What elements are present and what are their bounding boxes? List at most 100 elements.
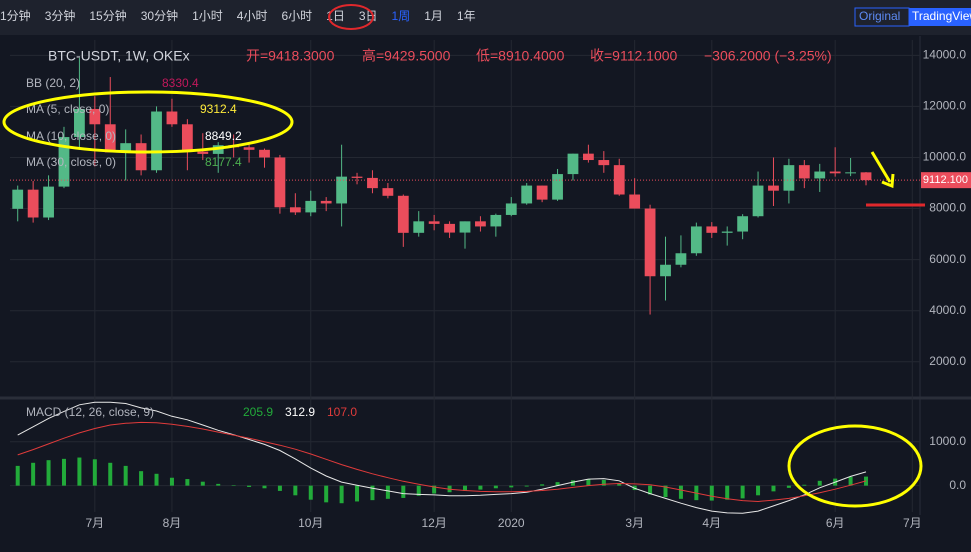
- plot: 2000.0 4000.0 6000.0 8000.0 10000.0 12000.0 14…: [10, 40, 971, 530]
- candle-body: [444, 223, 455, 233]
- histogram-bar: [524, 485, 529, 487]
- candle-body: [860, 172, 872, 181]
- macd-title: MACD (12, 26, close, 9): [26, 405, 154, 419]
- histogram-bar: [678, 485, 683, 499]
- indicator-name: MA (10, close, 0): [26, 129, 116, 143]
- candle-body: [490, 214, 502, 227]
- candle-body: [74, 108, 85, 138]
- open: 开=9418.3000: [246, 48, 335, 64]
- candle-body: [367, 177, 378, 189]
- candle-body: [660, 264, 671, 277]
- interval-button[interactable]: 6小时: [281, 9, 312, 23]
- interval-button[interactable]: 1年: [457, 9, 476, 23]
- candle-body: [259, 149, 270, 158]
- indicator-line: [17, 421, 867, 503]
- candle-body: [397, 195, 409, 233]
- interval-button[interactable]: 3分钟: [45, 8, 76, 23]
- candle-body: [829, 171, 841, 174]
- histogram-bar: [509, 485, 514, 488]
- y-tick-label: 2000.0: [929, 354, 966, 368]
- histogram-bar: [339, 485, 344, 504]
- histogram-bar: [293, 485, 298, 496]
- indicator-value: 9312.4: [200, 102, 237, 116]
- histogram-bar: [61, 458, 66, 486]
- histogram-bar: [247, 485, 252, 487]
- histogram-bar: [262, 485, 267, 489]
- histogram-bar: [385, 485, 390, 499]
- toolbar: [0, 0, 971, 35]
- indicator-name: BB (20, 2): [26, 76, 80, 90]
- histogram-bar: [493, 485, 498, 489]
- histogram-bar: [586, 479, 591, 486]
- tradingview-label[interactable]: TradingView: [912, 9, 971, 23]
- histogram-bar: [848, 476, 853, 486]
- histogram-bar: [570, 480, 575, 486]
- histogram-bar: [725, 485, 730, 500]
- candle-body: [783, 165, 795, 191]
- candle-body: [475, 221, 486, 227]
- x-tick-label: 10月: [298, 516, 323, 530]
- interval-button[interactable]: 15分钟: [89, 8, 126, 23]
- histogram-bar: [478, 485, 483, 490]
- interval-button[interactable]: 1小时: [192, 9, 223, 23]
- indicator-value: 8177.4: [205, 155, 242, 169]
- interval-button[interactable]: 1周: [392, 9, 411, 23]
- y-tick-label: 6000.0: [929, 252, 966, 266]
- tradingview-button[interactable]: [909, 8, 971, 26]
- histogram-bar: [617, 483, 622, 486]
- histogram-bar: [46, 460, 51, 486]
- interval-button[interactable]: 3日: [359, 9, 378, 23]
- original-label[interactable]: Original: [859, 9, 900, 23]
- histogram-bar: [771, 485, 776, 492]
- candle-body: [567, 153, 579, 175]
- histogram-bar: [139, 471, 144, 486]
- histogram-bar: [756, 485, 761, 496]
- histogram-bar: [370, 485, 375, 501]
- histogram-bar: [31, 462, 36, 486]
- histogram-bar: [802, 484, 807, 486]
- indicator-line: [17, 401, 867, 514]
- candle-body: [706, 226, 718, 233]
- last-price-tag: [921, 172, 971, 189]
- candle-body: [536, 185, 548, 200]
- candle-body: [552, 174, 563, 200]
- histogram-bar: [277, 485, 282, 491]
- interval-button[interactable]: 4小时: [237, 9, 268, 23]
- x-tick-label: 6月: [826, 516, 845, 530]
- y-tick-label: 4000.0: [929, 303, 966, 317]
- candle-body: [104, 124, 116, 153]
- candle-body: [135, 143, 147, 171]
- candle-body: [305, 200, 317, 213]
- histogram-bar: [200, 481, 205, 486]
- symbol: BTC-USDT, 1W, OKEx: [48, 48, 190, 64]
- histogram-bar: [786, 485, 791, 488]
- histogram-bar: [169, 477, 174, 486]
- y-tick-label: 0.0: [949, 478, 966, 492]
- candle-body: [289, 207, 301, 213]
- x-tick-label: 12月: [421, 516, 446, 530]
- candle-body: [459, 221, 471, 233]
- change: −306.2000 (−3.25%): [704, 48, 832, 64]
- interval-button[interactable]: 1分钟: [0, 8, 31, 23]
- candle-body: [197, 151, 209, 154]
- histogram-bar: [601, 479, 606, 486]
- interval-button[interactable]: 1月: [424, 9, 443, 23]
- candle-body: [428, 221, 440, 224]
- candle-body: [814, 171, 826, 179]
- histogram-bar: [308, 485, 313, 500]
- macd-value: 312.9: [285, 405, 315, 419]
- candle-body: [166, 111, 178, 125]
- candle-body: [351, 176, 363, 178]
- candle-body: [675, 253, 687, 265]
- histogram-bar: [108, 462, 113, 486]
- signal-value: 107.0: [327, 405, 357, 419]
- candle-body: [413, 221, 425, 233]
- histogram-bar: [416, 485, 421, 496]
- candle-body: [27, 189, 39, 218]
- interval-button[interactable]: 30分钟: [141, 8, 178, 23]
- candle-body: [243, 147, 255, 150]
- candle-body: [768, 185, 779, 191]
- histogram-bar: [154, 473, 159, 486]
